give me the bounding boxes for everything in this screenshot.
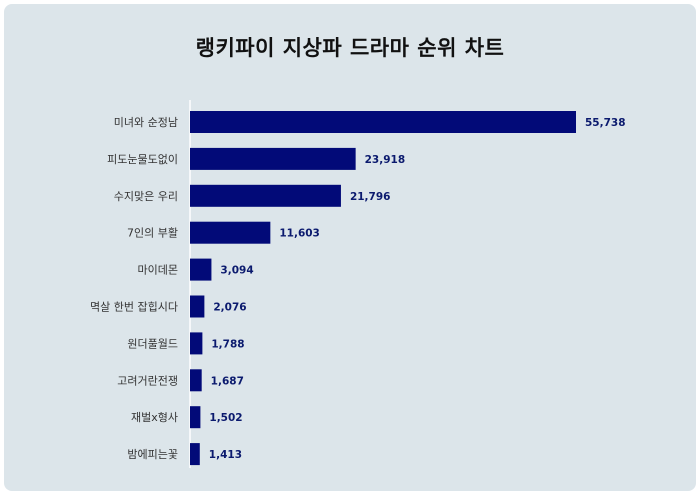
value-label: 11,603 [279, 228, 320, 240]
bar [190, 147, 356, 170]
value-label: 1,788 [211, 338, 244, 350]
bar [190, 443, 200, 466]
category-label: 밤에피는꽃 [127, 448, 178, 461]
value-label: 1,687 [211, 375, 244, 387]
value-label: 21,796 [350, 191, 391, 203]
bar [190, 221, 271, 244]
value-label: 1,502 [209, 412, 242, 424]
value-label: 23,918 [365, 154, 406, 166]
bar [190, 184, 341, 207]
category-label: 미녀와 순정남 [114, 116, 178, 129]
bar [190, 369, 202, 392]
chart-title: 랭키파이 지상파 드라마 순위 차트 [195, 36, 505, 60]
bar [190, 111, 576, 133]
category-label: 고려거란전쟁 [117, 374, 178, 387]
value-label: 3,094 [220, 265, 253, 277]
bar [190, 406, 201, 429]
bar [190, 332, 203, 355]
value-label: 2,076 [213, 302, 246, 314]
category-label: 마이데몬 [138, 264, 178, 277]
category-label: 수지맞은 우리 [114, 190, 178, 203]
bar [190, 295, 205, 318]
category-label: 원더풀월드 [127, 337, 178, 350]
category-label: 피도눈물도없이 [107, 153, 178, 166]
category-label: 7인의 부활 [127, 226, 178, 240]
value-label: 1,413 [209, 449, 242, 461]
chart-card [4, 4, 696, 491]
value-label: 55,738 [585, 117, 626, 129]
category-label: 멱살 한번 잡힙시다 [90, 301, 178, 314]
bar [190, 258, 212, 281]
category-label: 재벌x형사 [131, 411, 178, 424]
